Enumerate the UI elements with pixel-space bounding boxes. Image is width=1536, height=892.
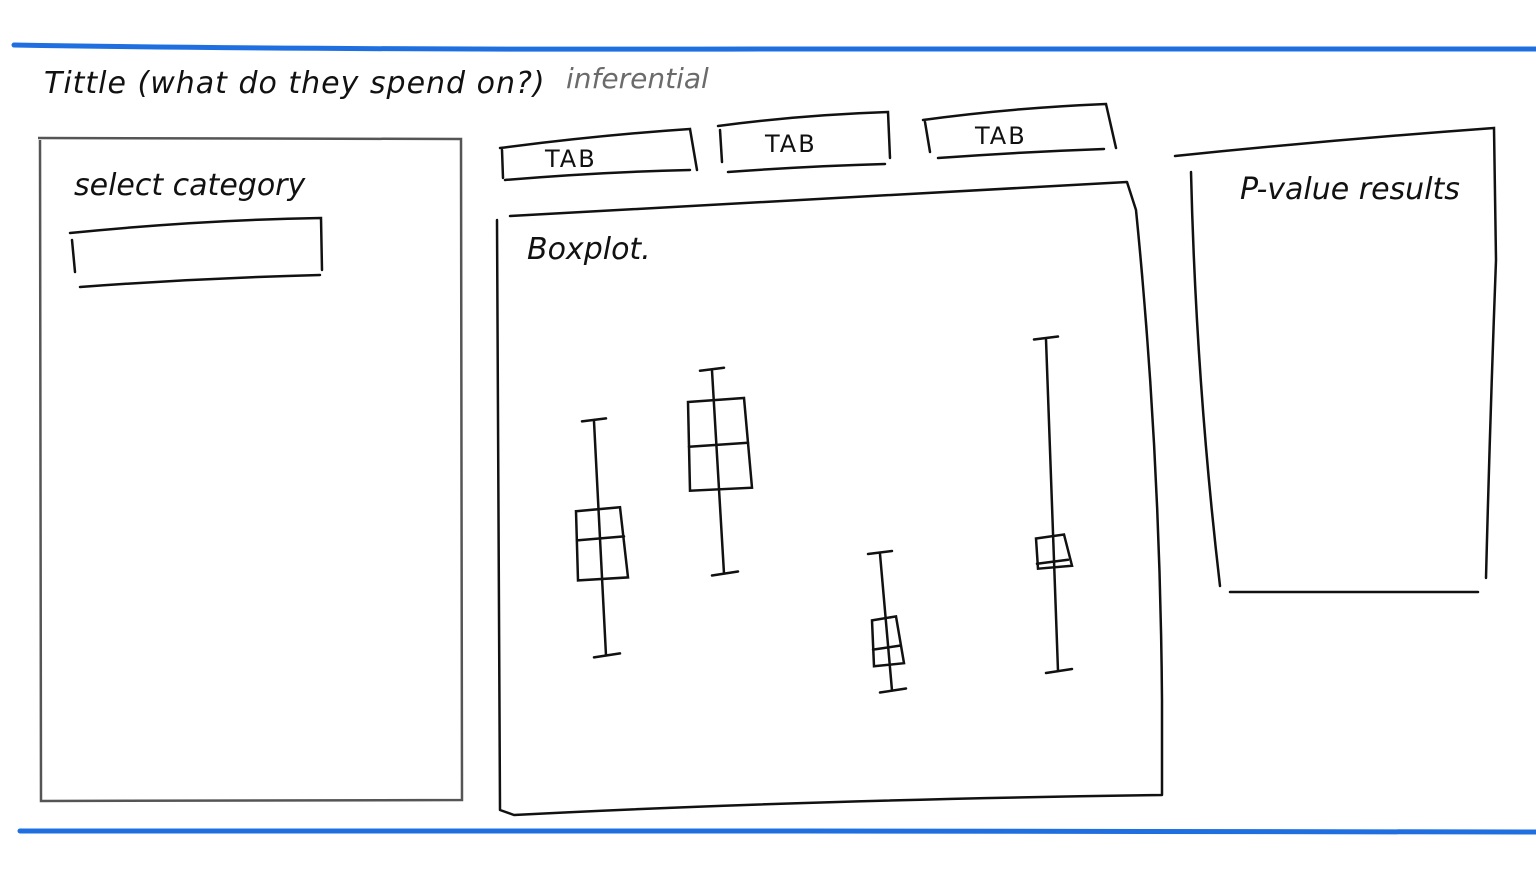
- box-D-min-cap: [1044, 667, 1074, 675]
- box-C-whisker: [878, 552, 894, 692]
- sidebar-panel-border: [37, 136, 464, 803]
- box-B-whisker: [710, 369, 726, 575]
- tab-1-label: TAB: [545, 145, 597, 173]
- main-panel-border: [495, 180, 1164, 817]
- category-dropdown-border: [68, 216, 324, 289]
- bottom-rule: [17, 828, 1536, 835]
- boxplot-label: Boxplot.: [527, 232, 651, 267]
- box-C-median: [871, 644, 902, 651]
- box-B-max-cap: [698, 366, 726, 372]
- box-D-max-cap: [1032, 335, 1060, 341]
- tab-3-border: [921, 102, 1118, 160]
- box-D-median: [1035, 558, 1070, 566]
- tab-1[interactable]: TAB: [500, 128, 698, 182]
- box-D-iqr: [1034, 533, 1074, 571]
- box-A-max-cap: [580, 417, 608, 423]
- box-A-median: [575, 535, 626, 542]
- results-panel-border: [1173, 126, 1498, 594]
- tab-2-border: [716, 110, 892, 174]
- tab-2[interactable]: TAB: [718, 110, 893, 174]
- tab-3-label: TAB: [975, 122, 1027, 150]
- box-D-whisker: [1044, 338, 1060, 673]
- box-B-median: [687, 441, 750, 449]
- page-title: Tittle (what do they spend on?): [44, 66, 546, 101]
- category-dropdown[interactable]: [70, 218, 324, 288]
- box-A-iqr: [574, 505, 630, 582]
- boxplot-chart: [574, 335, 1074, 694]
- top-rule: [11, 42, 1536, 52]
- box-C-min-cap: [878, 687, 908, 694]
- box-C-max-cap: [866, 549, 894, 556]
- tab-3[interactable]: TAB: [923, 102, 1118, 160]
- tab-2-label: TAB: [765, 130, 817, 158]
- box-B-min-cap: [710, 570, 740, 577]
- tab-1-border: [498, 127, 699, 182]
- box-C-iqr: [870, 614, 906, 668]
- box-A-min-cap: [592, 652, 622, 659]
- box-B-iqr: [686, 396, 754, 493]
- select-category-label: select category: [74, 168, 306, 203]
- p-value-results-label: P-value results: [1240, 172, 1460, 207]
- page-subtitle: inferential: [566, 62, 709, 95]
